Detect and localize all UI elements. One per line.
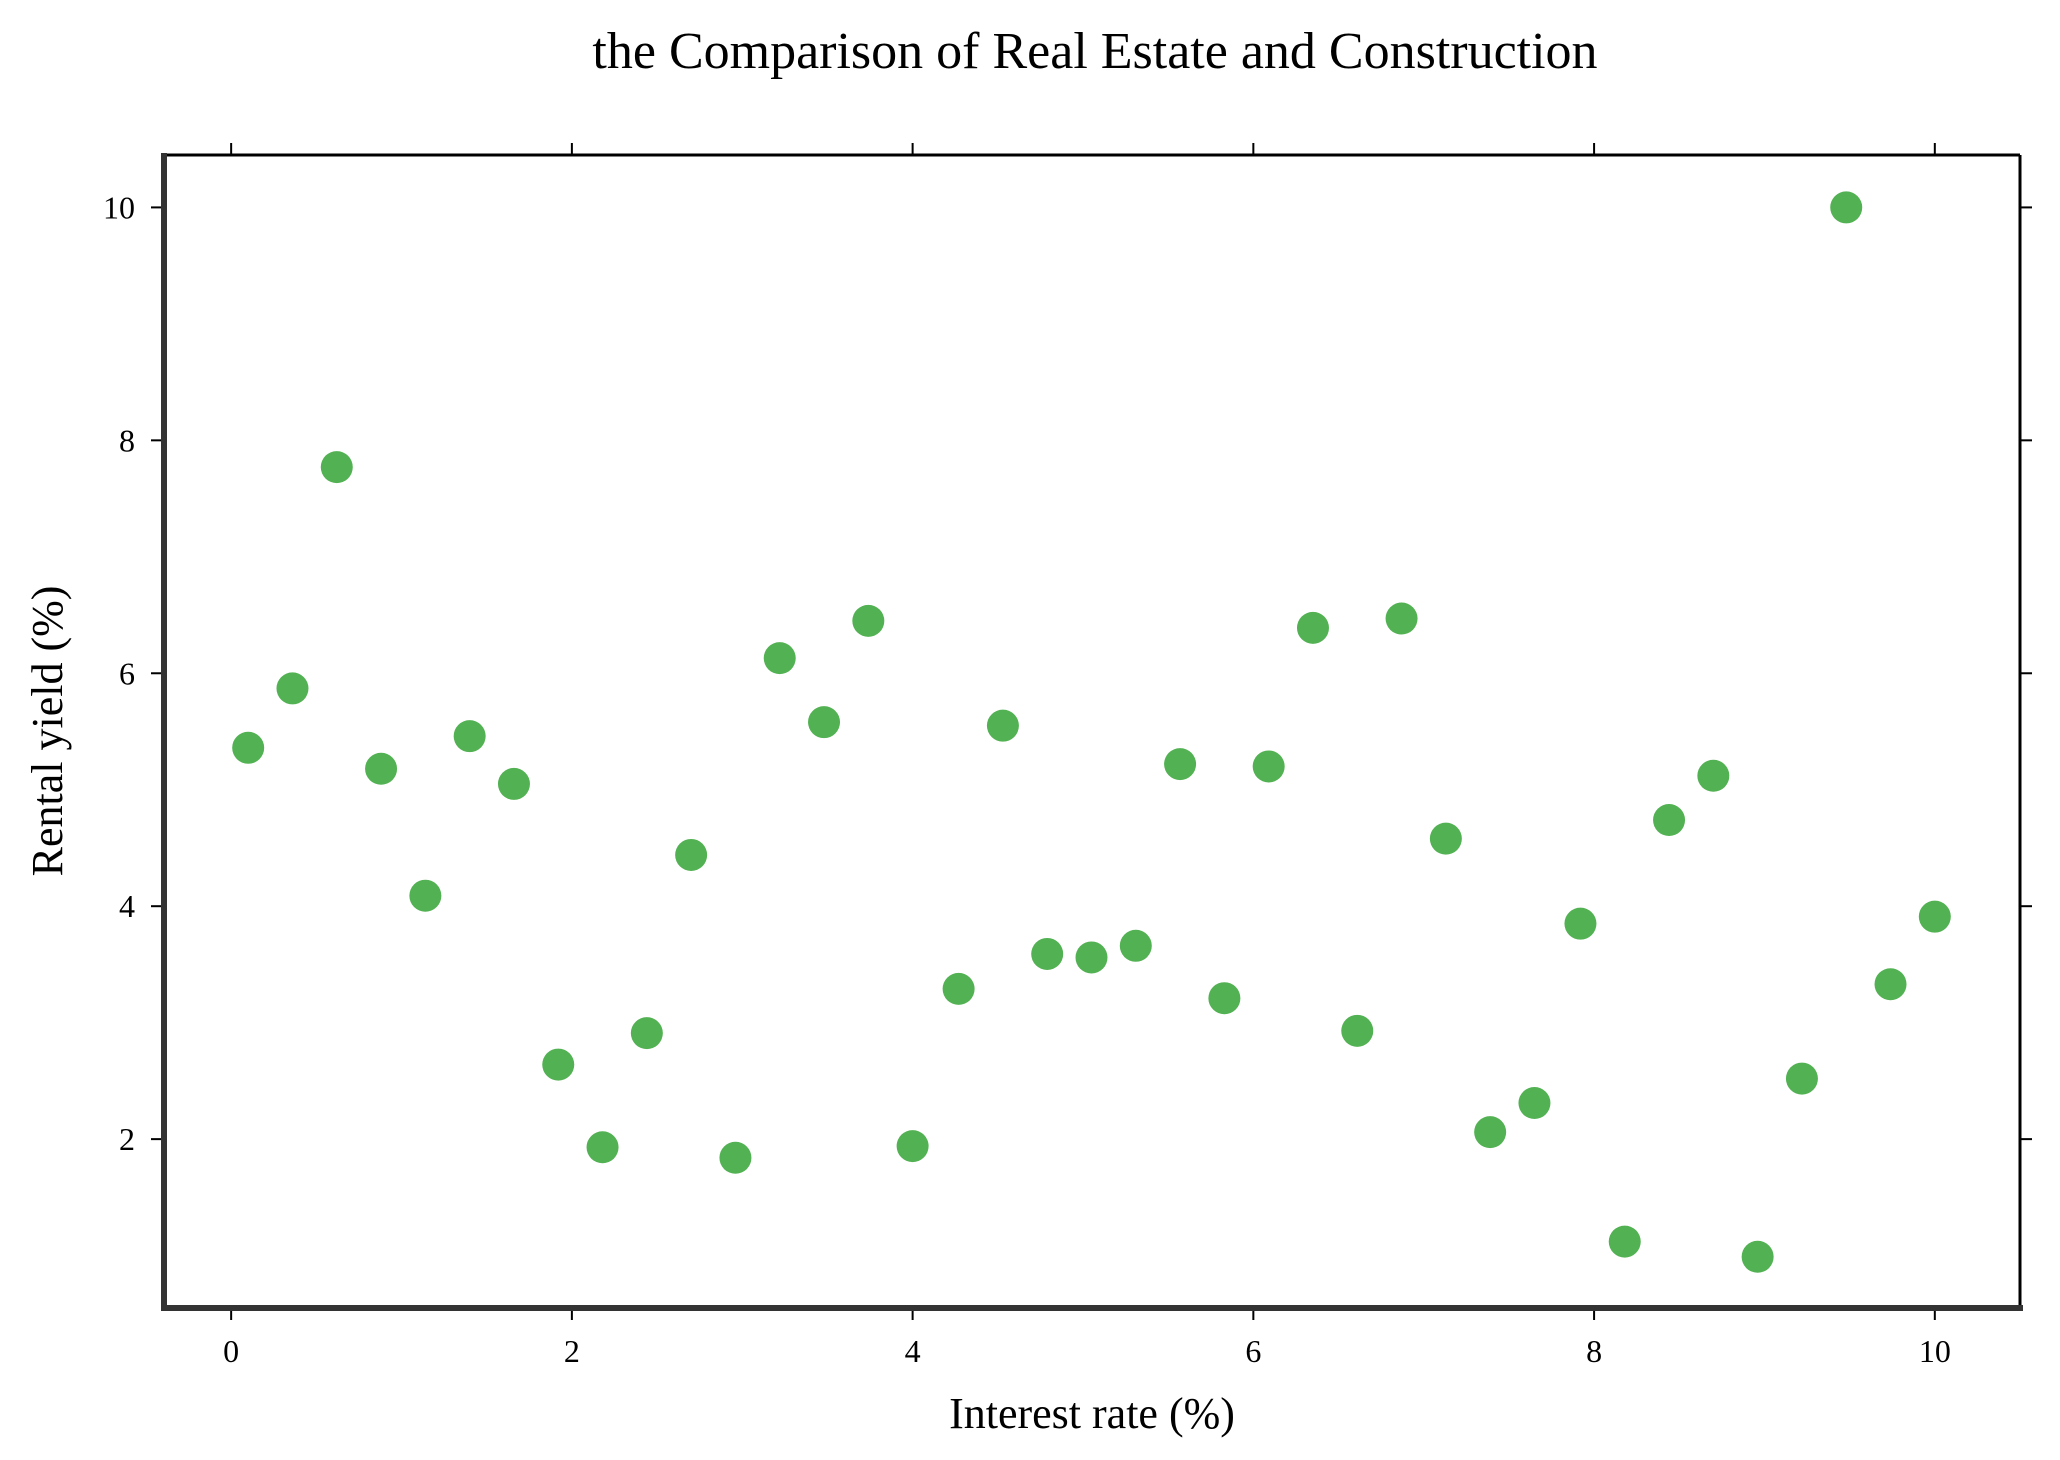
data-point-9	[630, 1017, 663, 1050]
data-point-19	[1075, 941, 1108, 974]
data-point-16	[942, 972, 975, 1005]
data-point-3	[365, 752, 398, 785]
y-tick-label-2: 6	[119, 655, 135, 691]
x-tick-label-2: 4	[905, 1333, 921, 1369]
data-point-36	[1830, 191, 1863, 224]
plot-area	[163, 155, 2020, 1308]
data-point-15	[896, 1130, 929, 1163]
y-tick-label-0: 2	[119, 1121, 135, 1157]
data-point-6	[497, 767, 530, 800]
data-point-30	[1564, 907, 1597, 940]
data-point-12	[763, 642, 796, 675]
data-point-5	[453, 720, 486, 753]
data-point-23	[1252, 750, 1285, 783]
data-point-31	[1608, 1225, 1641, 1258]
y-axis-label: Rental yield (%)	[23, 586, 72, 877]
data-point-11	[719, 1141, 752, 1174]
x-tick-label-0: 0	[223, 1333, 239, 1369]
data-points	[232, 191, 1951, 1273]
data-point-22	[1208, 982, 1241, 1015]
data-point-25	[1341, 1014, 1374, 1047]
data-point-2	[320, 451, 353, 484]
data-point-8	[586, 1131, 619, 1164]
chart-title: the Comparison of Real Estate and Constr…	[592, 23, 1597, 80]
x-tick-label-5: 10	[1919, 1333, 1951, 1369]
data-point-7	[542, 1048, 575, 1081]
data-point-1	[276, 672, 309, 705]
data-point-18	[1031, 937, 1064, 970]
data-point-14	[852, 604, 885, 637]
data-point-35	[1785, 1062, 1818, 1095]
data-point-21	[1164, 748, 1197, 781]
y-tick-label-4: 10	[103, 189, 135, 225]
data-point-10	[675, 838, 708, 871]
y-tick-label-3: 8	[119, 422, 135, 458]
data-point-38	[1918, 900, 1951, 933]
data-point-34	[1741, 1240, 1774, 1273]
data-point-33	[1697, 759, 1730, 792]
y-tick-label-1: 4	[119, 888, 135, 924]
data-point-20	[1119, 929, 1152, 962]
data-point-24	[1296, 611, 1329, 644]
x-tick-label-3: 6	[1245, 1333, 1261, 1369]
data-point-32	[1653, 804, 1686, 837]
data-point-26	[1385, 602, 1418, 635]
x-tick-label-4: 8	[1586, 1333, 1602, 1369]
data-point-37	[1874, 968, 1907, 1001]
data-point-17	[986, 709, 1019, 742]
data-point-0	[232, 731, 265, 764]
data-point-4	[409, 879, 442, 912]
data-point-28	[1474, 1116, 1507, 1149]
x-axis-label: Interest rate (%)	[949, 1389, 1235, 1438]
data-point-13	[808, 706, 841, 739]
data-point-27	[1429, 822, 1462, 855]
x-tick-label-1: 2	[564, 1333, 580, 1369]
data-point-29	[1518, 1087, 1551, 1120]
axis-ticks: 0 2 4 6 8 10 2 4 6 8 10	[103, 143, 2032, 1369]
